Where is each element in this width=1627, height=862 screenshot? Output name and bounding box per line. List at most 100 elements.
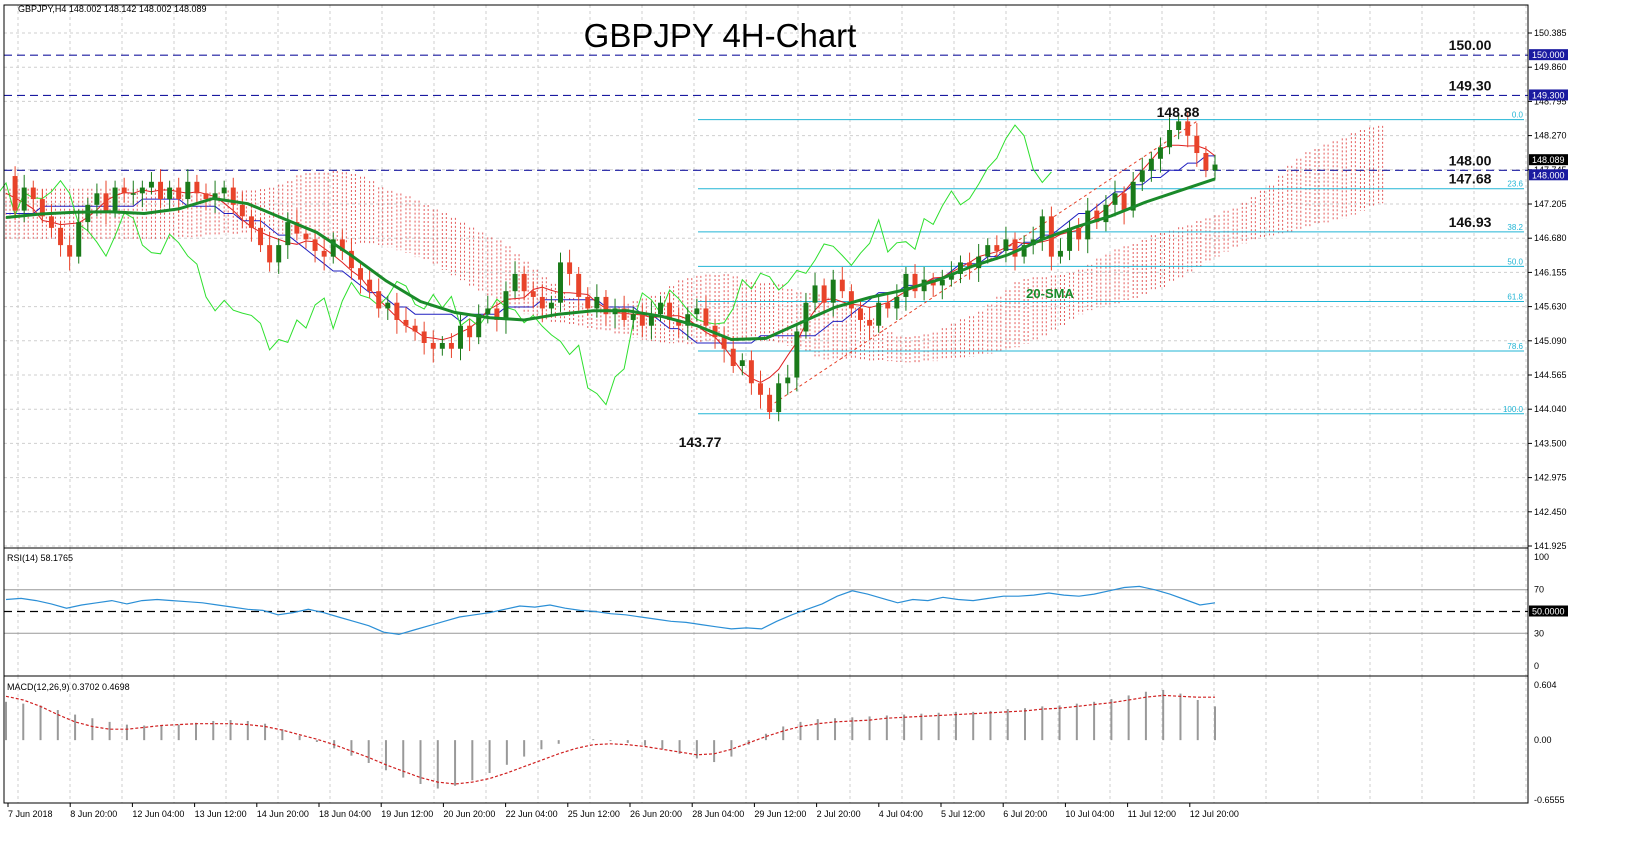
candle-body bbox=[230, 187, 236, 205]
macd-label: MACD(12,26,9) 0.3702 0.4698 bbox=[7, 682, 130, 692]
candle-body bbox=[512, 273, 518, 292]
candle-body bbox=[203, 193, 209, 200]
time-tick-label: 2 Jul 20:00 bbox=[817, 809, 861, 819]
rsi-label: RSI(14) 58.1765 bbox=[7, 553, 73, 563]
candle-body bbox=[321, 250, 327, 257]
candle-body bbox=[1003, 239, 1009, 251]
price-tick-label: 150.385 bbox=[1534, 28, 1567, 38]
fib-trend-line bbox=[769, 120, 1198, 407]
candle-body bbox=[567, 262, 573, 274]
fib-label: 38.2 bbox=[1507, 223, 1523, 232]
candle-body bbox=[221, 187, 227, 194]
price-badge-label: 148.089 bbox=[1532, 155, 1565, 165]
time-tick-label: 11 Jul 12:00 bbox=[1128, 809, 1176, 819]
price-tick-label: 145.630 bbox=[1534, 302, 1567, 312]
candle-body bbox=[1067, 227, 1073, 251]
candle-body bbox=[539, 296, 545, 309]
candle-body bbox=[912, 273, 918, 292]
candle-body bbox=[603, 296, 609, 315]
price-tick-label: 144.565 bbox=[1534, 370, 1567, 380]
candle-body bbox=[167, 187, 173, 200]
candle-body bbox=[639, 314, 645, 326]
price-badge-label: 148.000 bbox=[1532, 170, 1565, 180]
price-tick-label: 145.090 bbox=[1534, 336, 1567, 346]
candle-body bbox=[694, 308, 700, 315]
candle-body bbox=[648, 314, 654, 326]
candle-body bbox=[739, 360, 745, 367]
candle-body bbox=[303, 233, 309, 240]
time-tick-label: 12 Jun 04:00 bbox=[132, 809, 184, 819]
candle-body bbox=[258, 227, 264, 246]
candle-body bbox=[94, 193, 100, 205]
candle-body bbox=[403, 319, 409, 326]
candle-body bbox=[294, 222, 300, 234]
chart-title: GBPJPY 4H-Chart bbox=[584, 17, 857, 54]
price-tick-label: 149.860 bbox=[1534, 62, 1567, 72]
candle-body bbox=[885, 302, 891, 309]
candle-body bbox=[58, 227, 64, 246]
fib-label: 78.6 bbox=[1507, 342, 1523, 351]
candle-body bbox=[621, 308, 627, 320]
price-tick-label: 143.500 bbox=[1534, 438, 1567, 448]
candle-body bbox=[1121, 193, 1127, 211]
candle-body bbox=[994, 245, 1000, 251]
time-tick-label: 19 Jun 12:00 bbox=[381, 809, 433, 819]
time-tick-label: 28 Jun 04:00 bbox=[692, 809, 744, 819]
candle-body bbox=[330, 239, 336, 257]
time-tick-label: 13 Jun 12:00 bbox=[195, 809, 247, 819]
rsi-badge bbox=[1529, 605, 1568, 617]
rsi-tick-label: 100 bbox=[1534, 552, 1549, 562]
sma-20-path bbox=[5, 177, 1216, 342]
candle-body bbox=[594, 296, 600, 309]
candle-body bbox=[194, 181, 200, 194]
candle-body bbox=[530, 291, 536, 297]
fib-label: 50.0 bbox=[1507, 257, 1523, 266]
candle-body bbox=[385, 302, 391, 309]
candle-body bbox=[248, 216, 254, 228]
candle-body bbox=[130, 193, 136, 195]
candle-body bbox=[758, 383, 763, 395]
candle-body bbox=[412, 325, 418, 332]
time-tick-label: 14 Jun 20:00 bbox=[257, 809, 309, 819]
candle-body bbox=[358, 268, 363, 280]
panel-frame bbox=[3, 4, 1529, 549]
candle-body bbox=[803, 302, 809, 332]
macd-panel: 0.604 0.00 -0.6555 bbox=[5, 680, 1565, 805]
panel-frame bbox=[3, 675, 1529, 804]
candle-body bbox=[1212, 164, 1218, 171]
candle-body bbox=[903, 273, 909, 297]
candle-body bbox=[576, 273, 582, 297]
candle-body bbox=[339, 239, 345, 251]
chikou-line bbox=[0, 124, 1052, 406]
candle-body bbox=[1176, 121, 1182, 130]
sma-label: 20-SMA bbox=[1026, 286, 1074, 301]
price-tick-label: 142.450 bbox=[1534, 507, 1567, 517]
time-tick-label: 7 Jun 2018 bbox=[8, 809, 53, 819]
time-tick-label: 20 Jun 20:00 bbox=[443, 809, 495, 819]
swing-low-label: 143.77 bbox=[679, 434, 722, 450]
fib-label: 61.8 bbox=[1507, 293, 1523, 302]
price-badge-label: 149.300 bbox=[1532, 90, 1565, 100]
candle-body bbox=[148, 181, 154, 188]
candle-body bbox=[839, 279, 845, 292]
time-tick-label: 29 Jun 12:00 bbox=[754, 809, 806, 819]
panel-frames: 150.385149.860148.795148.270147.745147.2… bbox=[3, 4, 1568, 819]
fib-label: 23.6 bbox=[1507, 180, 1523, 189]
price-badge bbox=[1529, 169, 1568, 181]
candle-body bbox=[276, 245, 282, 263]
candle-body bbox=[103, 193, 109, 211]
candle-body bbox=[976, 256, 982, 269]
candle-body bbox=[867, 319, 873, 326]
sma-20-line bbox=[5, 177, 1216, 342]
candle-body bbox=[1130, 181, 1136, 211]
candle-body bbox=[876, 302, 882, 326]
candle-body bbox=[1021, 245, 1027, 257]
candle-body bbox=[1039, 216, 1045, 240]
time-tick-label: 25 Jun 12:00 bbox=[568, 809, 620, 819]
time-tick-label: 4 Jul 04:00 bbox=[879, 809, 923, 819]
text-labels: GBPJPY,H4 148.002 148.142 148.002 148.08… bbox=[7, 4, 1200, 692]
candle-body bbox=[467, 325, 473, 338]
time-tick-label: 18 Jun 04:00 bbox=[319, 809, 371, 819]
time-tick-label: 8 Jun 20:00 bbox=[70, 809, 117, 819]
